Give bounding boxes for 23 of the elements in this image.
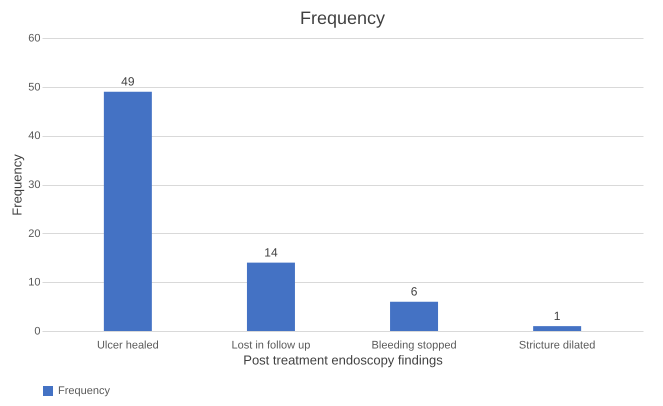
bar	[390, 302, 438, 331]
bar	[104, 92, 152, 331]
data-label: 6	[410, 284, 418, 299]
y-tick-label: 0	[34, 326, 40, 338]
x-axis-title: Post treatment endoscopy findings	[243, 352, 444, 368]
x-tick-label: Stricture dilated	[518, 340, 596, 352]
data-label: 49	[121, 74, 135, 89]
x-tick-label: Bleeding stopped	[372, 340, 457, 352]
data-label: 1	[554, 309, 561, 324]
y-tick-label: 40	[28, 130, 40, 142]
y-tick-label: 30	[28, 179, 40, 191]
y-axis-title: Frequency	[9, 154, 24, 216]
chart-title: Frequency	[300, 8, 386, 28]
x-tick-label: Lost in follow up	[232, 340, 310, 352]
y-tick-label: 50	[28, 81, 40, 94]
legend-label: Frequency	[58, 385, 110, 397]
data-label: 14	[264, 246, 278, 260]
bar	[533, 326, 582, 331]
y-tick-label: 10	[28, 276, 40, 289]
x-tick-label: Ulcer healed	[96, 340, 159, 352]
y-tick-label: 20	[28, 228, 40, 240]
y-tick-label: 60	[28, 32, 40, 44]
bar	[246, 262, 295, 331]
